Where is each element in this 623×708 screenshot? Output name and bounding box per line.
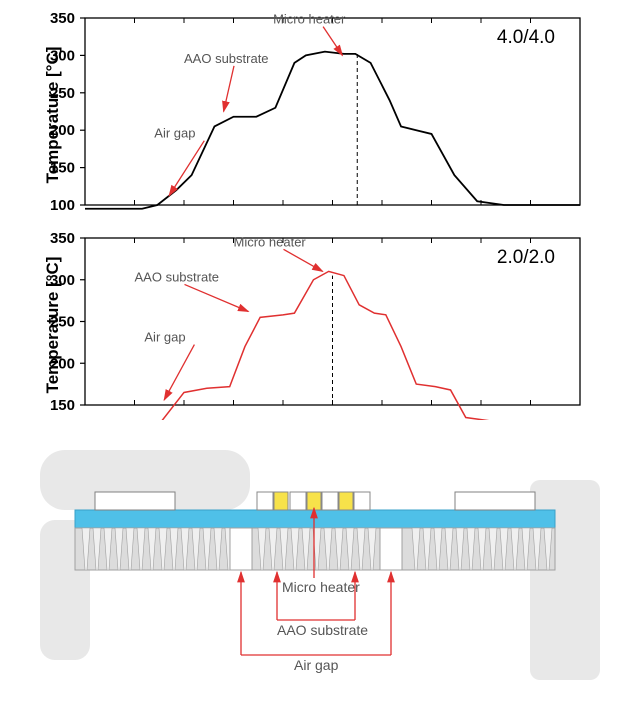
svg-text:AAO substrate: AAO substrate (135, 269, 220, 284)
chart1-ylabel: Temperature [°C] (43, 15, 63, 215)
chart-1: Temperature [°C] 1001502002503003504.0/4… (20, 10, 600, 220)
svg-text:AAO substrate: AAO substrate (184, 51, 269, 66)
chart-2: Temperature [°C] 1502002503003502.0/2.0M… (20, 230, 600, 420)
chart1-svg: 1001502002503003504.0/4.0Micro heaterAAO… (20, 10, 600, 220)
svg-text:Air gap: Air gap (294, 657, 339, 673)
svg-text:AAO substrate: AAO substrate (277, 622, 368, 638)
device-diagram: Micro heater AAO substrate Air gap (60, 480, 580, 700)
svg-text:Micro heater: Micro heater (234, 234, 307, 249)
chart2-ylabel: Temperature [°C] (43, 225, 63, 425)
svg-text:4.0/4.0: 4.0/4.0 (497, 27, 555, 48)
diagram-svg: Micro heater AAO substrate Air gap (60, 480, 580, 700)
svg-text:Micro heater: Micro heater (282, 579, 360, 595)
svg-text:Air gap: Air gap (144, 330, 185, 345)
svg-text:Air gap: Air gap (154, 126, 195, 141)
svg-text:Micro heater: Micro heater (273, 12, 346, 27)
svg-text:2.0/2.0: 2.0/2.0 (497, 247, 555, 268)
chart2-svg: 1502002503003502.0/2.0Micro heaterAAO su… (20, 230, 600, 420)
